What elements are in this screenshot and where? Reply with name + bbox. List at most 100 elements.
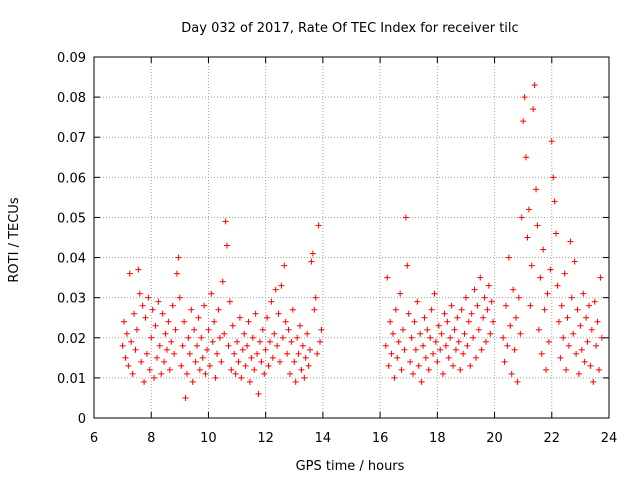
data-point <box>408 334 415 341</box>
data-point <box>544 290 551 297</box>
data-point <box>192 358 199 365</box>
data-point <box>595 366 602 373</box>
data-point <box>422 354 429 361</box>
data-point <box>211 318 218 325</box>
data-point <box>231 350 238 357</box>
data-point <box>554 282 561 289</box>
data-point <box>543 366 550 373</box>
data-point <box>531 82 538 89</box>
data-point <box>424 326 431 333</box>
data-point <box>251 366 258 373</box>
data-point <box>229 322 236 329</box>
data-point <box>271 330 278 337</box>
data-point <box>384 274 391 281</box>
data-point <box>241 330 248 337</box>
data-point <box>209 338 216 345</box>
data-point <box>444 318 451 325</box>
data-point <box>308 258 315 265</box>
data-point <box>538 350 545 357</box>
x-tick-label: 24 <box>601 431 618 446</box>
data-point <box>136 290 143 297</box>
data-point <box>553 230 560 237</box>
data-point <box>447 334 454 341</box>
data-point <box>275 310 282 317</box>
data-point <box>458 306 465 313</box>
x-tick-label: 12 <box>257 431 274 446</box>
data-point <box>272 286 279 293</box>
data-point <box>482 338 489 345</box>
data-point <box>464 342 471 349</box>
data-point <box>172 326 179 333</box>
data-point <box>244 342 251 349</box>
data-point <box>394 354 401 361</box>
data-point <box>262 346 269 353</box>
data-point <box>232 370 239 377</box>
y-axis-label: ROTI / TECUs <box>7 197 22 282</box>
data-point <box>274 342 281 349</box>
y-tick-label: 0.06 <box>57 171 86 186</box>
x-tick-label: 8 <box>147 431 155 446</box>
data-point <box>510 286 517 293</box>
data-point <box>461 330 468 337</box>
data-point <box>238 374 245 381</box>
data-point <box>266 338 273 345</box>
data-point <box>534 222 541 229</box>
grid-lines <box>94 57 609 418</box>
data-point <box>594 318 601 325</box>
y-tick-label: 0.09 <box>57 51 86 66</box>
data-point <box>218 358 225 365</box>
data-point <box>557 354 564 361</box>
data-point <box>142 314 149 321</box>
data-point <box>441 310 448 317</box>
data-point <box>505 254 512 261</box>
data-point <box>182 394 189 401</box>
data-point <box>578 346 585 353</box>
data-point <box>224 242 231 249</box>
data-point <box>214 350 221 357</box>
data-point <box>307 346 314 353</box>
data-point <box>382 342 389 349</box>
data-point <box>435 322 442 329</box>
data-point <box>417 330 424 337</box>
data-point <box>442 342 449 349</box>
data-point <box>302 354 309 361</box>
data-point <box>431 290 438 297</box>
data-point <box>440 370 447 377</box>
data-point <box>547 266 554 273</box>
data-point <box>385 362 392 369</box>
data-point <box>128 338 135 345</box>
data-point <box>397 290 404 297</box>
data-point <box>234 338 241 345</box>
data-point <box>455 338 462 345</box>
data-point <box>395 338 402 345</box>
data-point <box>176 294 183 301</box>
data-point <box>490 318 497 325</box>
data-point <box>472 354 479 361</box>
data-point <box>558 302 565 309</box>
data-point <box>412 346 419 353</box>
data-point <box>198 334 205 341</box>
data-point <box>219 278 226 285</box>
data-point <box>580 290 587 297</box>
data-point <box>530 106 537 113</box>
data-point <box>156 342 163 349</box>
axis-ticks: 6 8 10 12 14 16 18 20 22 24 0 0.01 0.02 0.03 0.04 0.05 0… <box>57 51 617 446</box>
data-point <box>236 314 243 321</box>
data-point <box>460 350 467 357</box>
data-point <box>574 306 581 313</box>
data-point <box>216 334 223 341</box>
data-point <box>179 342 186 349</box>
data-point <box>525 206 532 213</box>
data-point <box>146 366 153 373</box>
data-point <box>503 302 509 309</box>
data-point <box>125 362 132 369</box>
data-point <box>202 370 209 377</box>
data-point <box>585 302 592 309</box>
data-point <box>485 282 492 289</box>
data-point <box>452 346 459 353</box>
data-point <box>537 274 544 281</box>
data-point <box>248 354 255 361</box>
data-point <box>415 362 422 369</box>
data-point <box>119 342 126 349</box>
data-point <box>437 346 444 353</box>
